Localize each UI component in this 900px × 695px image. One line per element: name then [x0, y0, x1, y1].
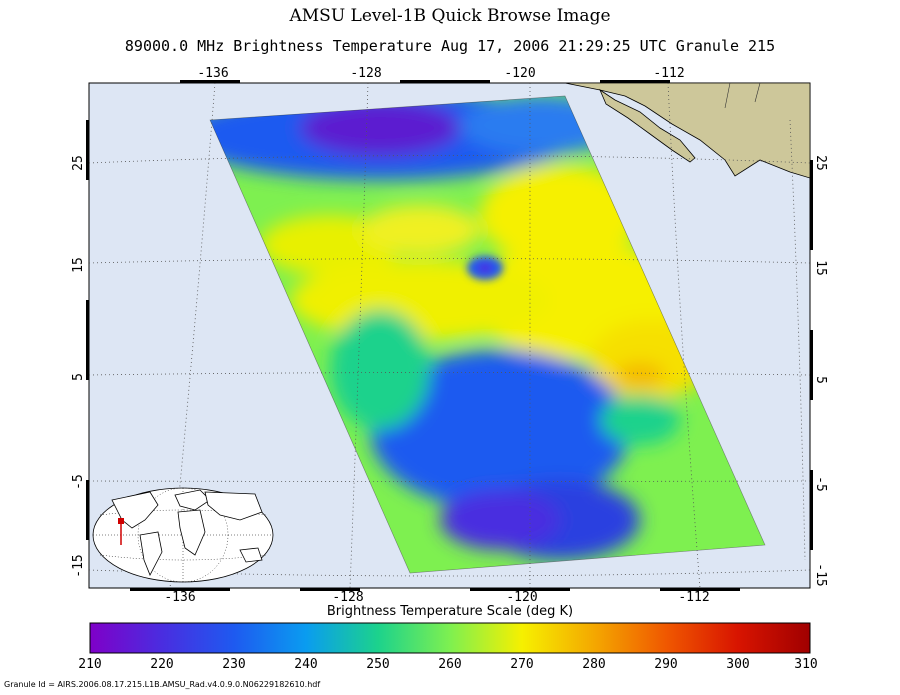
lon-tick-bottom-3: -120: [506, 590, 537, 605]
lon-tick-bottom-1: -136: [164, 590, 195, 605]
lat-tick-left-3: 5: [71, 373, 86, 381]
colorbar-tick-250: 250: [366, 657, 389, 672]
page-title: AMSU Level-1B Quick Browse Image: [289, 6, 611, 26]
colorbar-tick-300: 300: [726, 657, 749, 672]
page-subtitle: 89000.0 MHz Brightness Temperature Aug 1…: [124, 37, 776, 55]
inset-world-map: [92, 487, 274, 583]
lat-tick-left-2: 15: [71, 257, 86, 273]
brightness-swath: [210, 96, 765, 573]
colorbar-tick-220: 220: [150, 657, 173, 672]
lat-tick-right-2: 15: [813, 260, 828, 276]
colorbar-tick-260: 260: [438, 657, 461, 672]
colorbar-tick-240: 240: [294, 657, 317, 672]
colorbar-tick-210: 210: [78, 657, 101, 672]
colorbar-tick-270: 270: [510, 657, 533, 672]
colorbar-ticks: 210 220 230 240 250 260 270 280 290 300 …: [78, 657, 817, 672]
lon-tick-bottom-2: -128: [332, 590, 363, 605]
frame-ticks: [86, 80, 813, 591]
colorbar-tick-280: 280: [582, 657, 605, 672]
lon-tick-top-1: -136: [197, 66, 228, 81]
lat-tick-right-3: 5: [813, 376, 828, 384]
granule-id-footer: Granule Id = AIRS.2006.08.17.215.L1B.AMS…: [4, 680, 321, 689]
lat-tick-right-4: -5: [813, 476, 828, 492]
lon-tick-top-3: -120: [504, 66, 535, 81]
lat-tick-left-4: -5: [71, 474, 86, 490]
land-baja-peninsula: [599, 88, 696, 163]
graticule: [89, 83, 810, 588]
lat-tick-right-5: -15: [813, 563, 828, 586]
colorbar-tick-310: 310: [794, 657, 817, 672]
colorbar-tick-230: 230: [222, 657, 245, 672]
lon-tick-top-4: -112: [653, 66, 684, 81]
lat-tick-left-1: 25: [71, 155, 86, 171]
colorbar: [89, 622, 811, 654]
lat-tick-left-5: -15: [71, 554, 86, 577]
colorbar-tick-290: 290: [654, 657, 677, 672]
lon-tick-bottom-4: -112: [678, 590, 709, 605]
colorbar-title: Brightness Temperature Scale (deg K): [326, 604, 574, 619]
lon-tick-top-2: -128: [350, 66, 381, 81]
lat-tick-right-1: 25: [813, 155, 828, 171]
